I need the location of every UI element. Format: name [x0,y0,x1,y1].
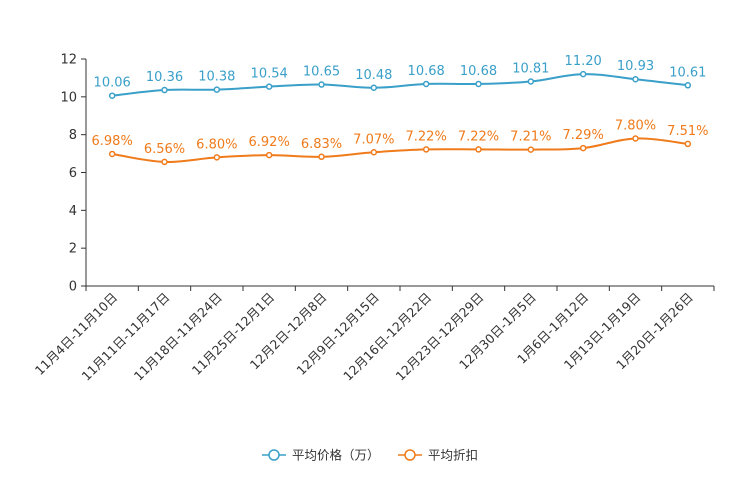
data-label: 10.61 [669,65,706,80]
series-layer: 10.06 10.36 10.38 10.54 10.65 10.48 10.68 10.68… [92,54,708,166]
data-point[interactable] [632,75,639,83]
axes: 02468101211月4日-11月10日11月11日-11月17日11月18日… [32,53,715,384]
y-tick-label: 6 [69,166,77,181]
legend-label: 平均折扣 [428,448,478,463]
data-point[interactable] [527,146,535,153]
data-label: 7.51% [667,124,708,139]
data-label: 10.06 [94,76,131,91]
legend[interactable]: 平均价格（万） 平均折扣 [262,448,478,463]
series-average-price: 10.06 10.36 10.38 10.54 10.65 10.48 10.68 10.68… [94,54,706,99]
series-average-discount: 6.98% 6.56% 6.80% 6.92% 6.83% 7.07% 7.22% 7.22%… [92,118,708,166]
y-tick-label: 4 [69,204,77,219]
data-point[interactable] [108,150,116,158]
data-label: 7.80% [615,118,656,133]
data-label: 7.07% [353,132,394,147]
data-label: 10.36 [146,70,183,85]
x-tick-label: 11月18日-11月24日 [131,290,225,384]
series-line [112,73,688,97]
data-label: 6.98% [92,134,133,149]
y-tick-label: 10 [60,90,77,105]
data-point[interactable] [265,151,273,159]
data-label: 10.54 [251,67,288,82]
data-point[interactable] [475,80,482,88]
data-point[interactable] [684,82,692,89]
data-label: 6.56% [144,142,185,157]
data-label: 10.93 [617,59,654,74]
data-label: 7.22% [406,129,447,144]
x-tick-label: 12月16日-12月22日 [340,290,434,384]
data-label: 10.68 [408,64,445,79]
data-point[interactable] [684,140,692,148]
data-point[interactable] [161,158,168,166]
data-label: 6.80% [196,137,237,152]
series-line [112,137,688,163]
data-point[interactable] [213,86,221,93]
data-point[interactable] [527,78,535,85]
legend-item-average-discount[interactable]: 平均折扣 [398,448,478,463]
data-point[interactable] [370,149,378,156]
data-point[interactable] [422,80,430,88]
legend-marker-icon [404,449,416,461]
data-label: 10.65 [303,65,340,80]
y-tick-label: 2 [69,242,77,257]
data-point[interactable] [161,86,168,94]
data-label: 11.20 [565,54,602,69]
data-point[interactable] [370,84,378,92]
data-label: 10.38 [198,70,235,85]
data-label: 7.29% [563,128,604,143]
y-tick-label: 12 [60,53,77,68]
data-point[interactable] [318,153,325,161]
y-tick-label: 8 [69,128,77,143]
data-label: 10.48 [355,68,392,83]
data-point[interactable] [579,144,587,152]
data-label: 6.92% [249,135,290,150]
data-label: 7.21% [510,130,551,145]
data-point[interactable] [632,135,639,142]
data-point[interactable] [213,154,221,161]
x-tick-label: 12月23日-12月29日 [392,290,486,384]
data-point[interactable] [579,70,587,78]
data-point[interactable] [475,146,482,153]
data-point[interactable] [108,92,116,99]
data-point[interactable] [318,81,325,88]
legend-marker-icon [268,449,280,461]
data-label: 7.22% [458,129,499,144]
data-point[interactable] [422,146,430,153]
data-label: 6.83% [301,137,342,152]
y-tick-label: 0 [69,280,77,295]
data-label: 10.68 [460,64,497,79]
data-point[interactable] [265,83,273,90]
legend-item-average-price[interactable]: 平均价格（万） [262,448,380,463]
data-label: 10.81 [512,62,549,77]
x-tick-label: 11月11日-11月17日 [78,290,172,384]
legend-label: 平均价格（万） [292,448,380,463]
